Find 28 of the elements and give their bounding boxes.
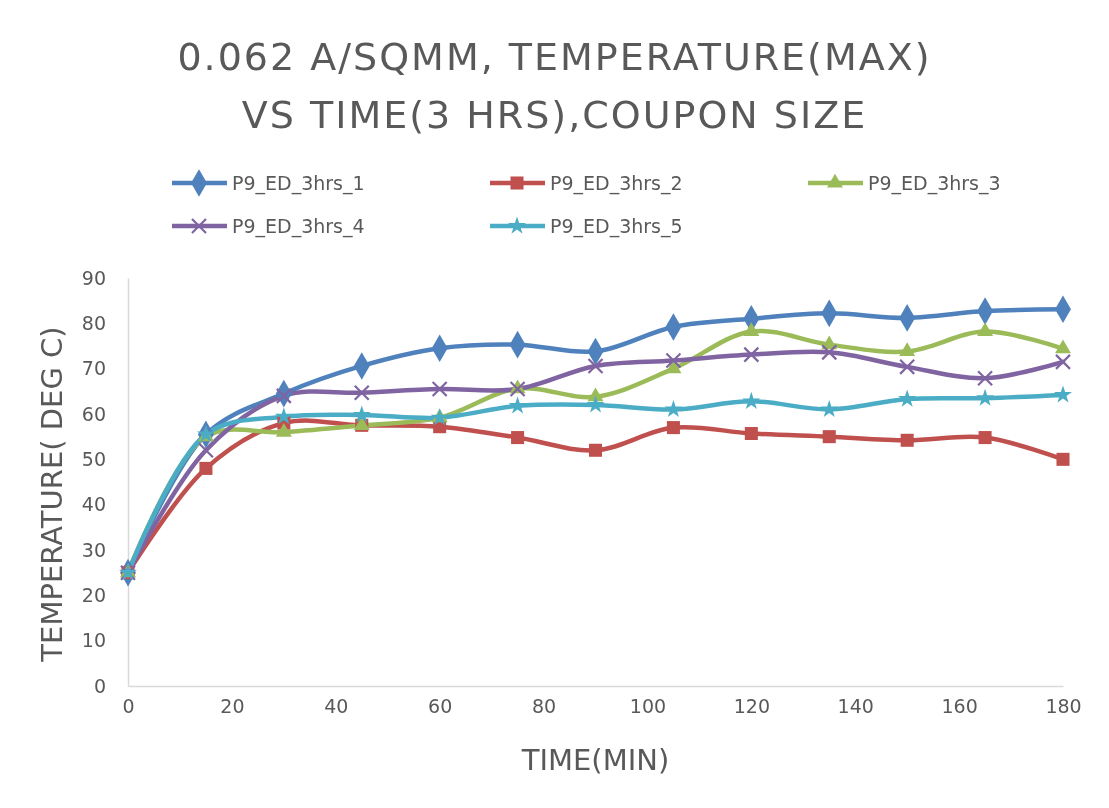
x-tick-label: 20 <box>220 695 245 718</box>
y-tick-label: 50 <box>81 447 106 470</box>
y-tick-label: 30 <box>81 538 106 561</box>
legend-label: P9_ED_3hrs_1 <box>232 172 365 195</box>
y-tick-label: 40 <box>81 493 106 516</box>
x-tick-label: 0 <box>122 695 135 718</box>
y-tick-label: 0 <box>93 674 106 697</box>
chart-title: 0.062 A/SQMM, TEMPERATURE(MAX) VS TIME(3 HRS),COUPON SIZE <box>177 35 932 137</box>
y-tick-label: 60 <box>81 402 106 425</box>
x-axis-title: TIME(MIN) <box>520 743 670 777</box>
x-tick-label: 160 <box>941 695 978 718</box>
legend-label: P9_ED_3hrs_5 <box>550 215 683 238</box>
x-tick-label: 140 <box>837 695 874 718</box>
x-tick-label: 100 <box>629 695 667 718</box>
legend-label: P9_ED_3hrs_3 <box>868 172 1001 195</box>
y-tick-label: 10 <box>81 629 106 652</box>
x-tick-label: 120 <box>733 695 770 718</box>
legend-label: P9_ED_3hrs_4 <box>232 215 365 238</box>
y-tick-label: 20 <box>81 583 106 606</box>
y-tick-label: 90 <box>81 266 106 289</box>
x-tick-label: 40 <box>324 695 349 718</box>
y-tick-label: 70 <box>81 357 106 380</box>
x-tick-label: 60 <box>428 695 453 718</box>
y-tick-label: 80 <box>81 311 106 334</box>
x-tick-label: 180 <box>1045 695 1082 718</box>
x-tick-label: 80 <box>531 695 557 718</box>
y-axis-title: TEMPERATURE( DEG C) <box>35 326 69 663</box>
legend-label: P9_ED_3hrs_2 <box>550 172 683 195</box>
